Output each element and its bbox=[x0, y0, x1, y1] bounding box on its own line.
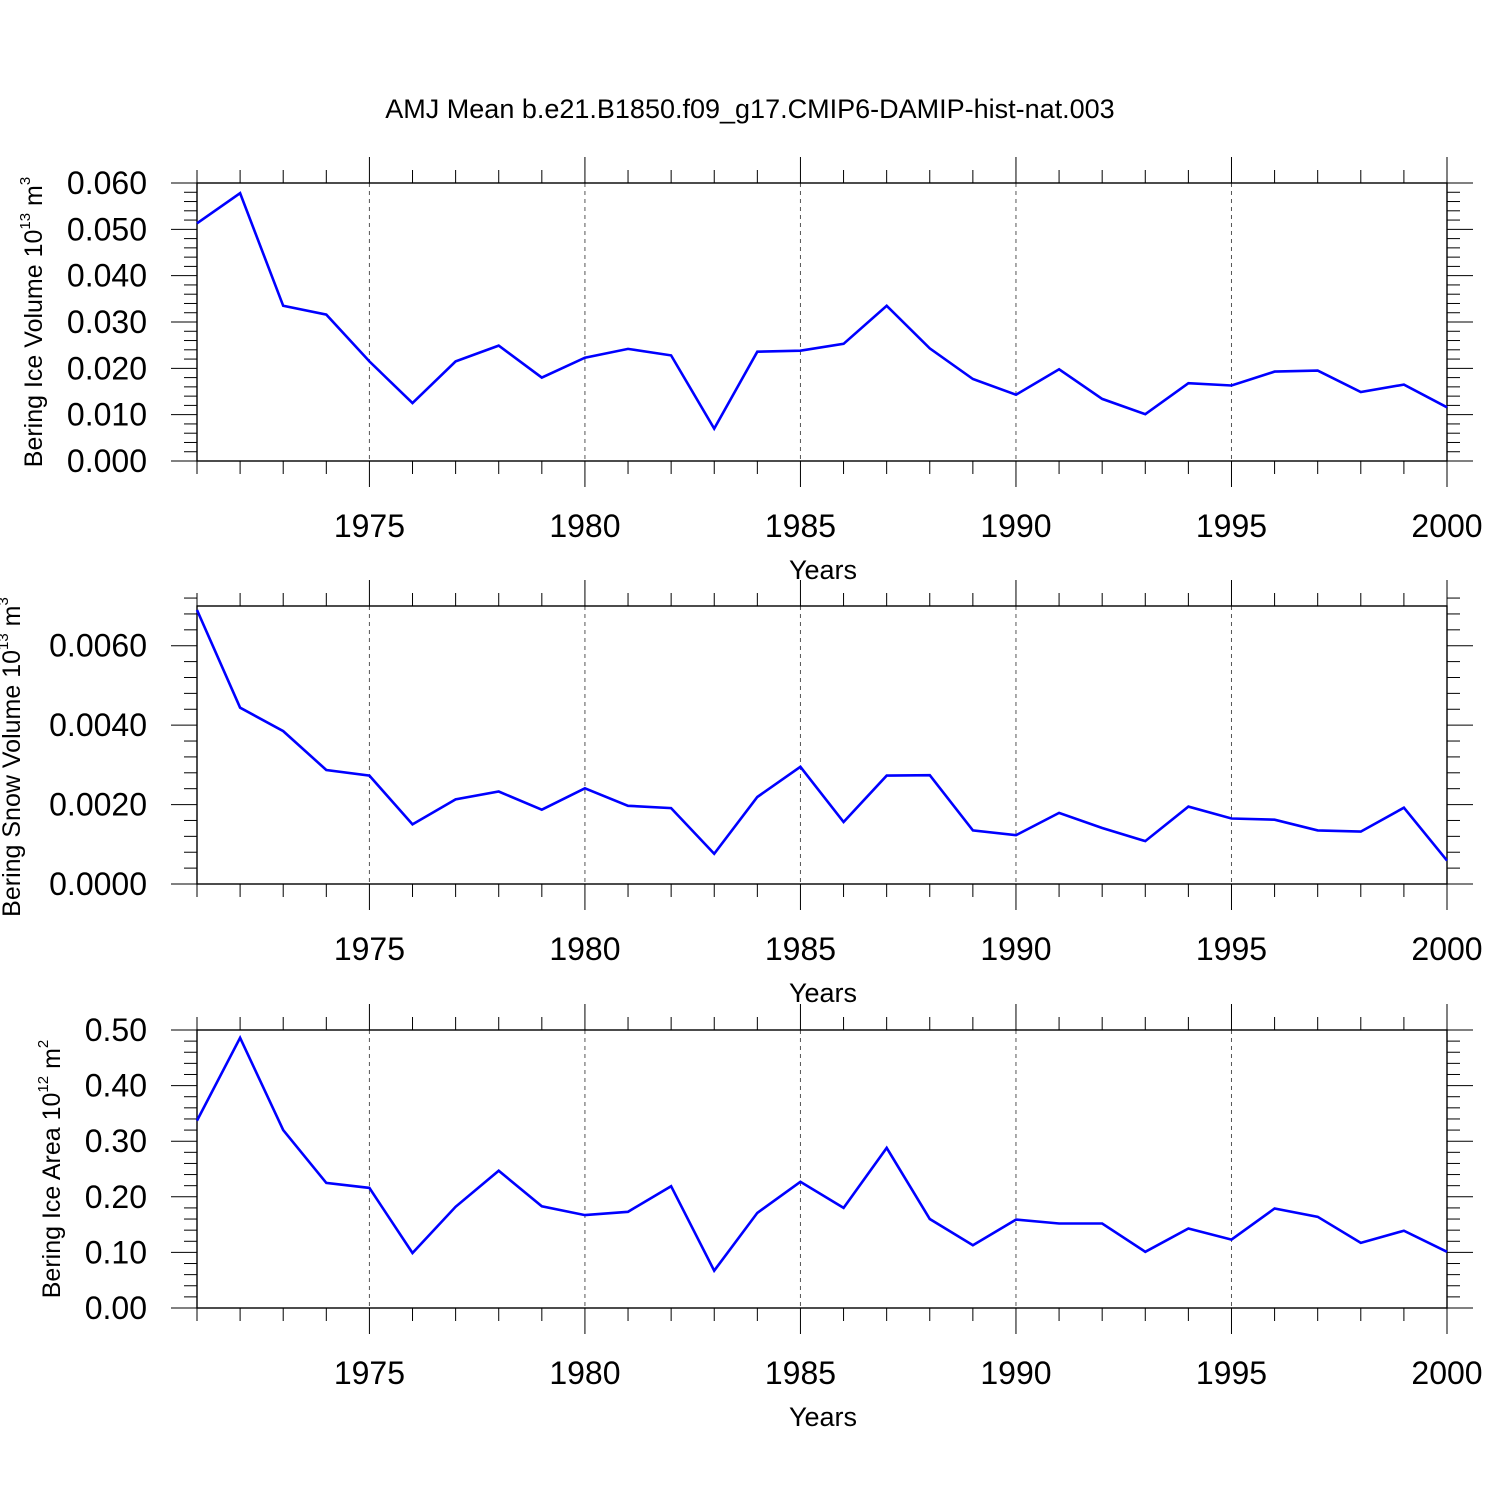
y-tick-label: 0.10 bbox=[85, 1234, 147, 1270]
y-axis-label-main: Bering Ice Area 10 bbox=[38, 1093, 66, 1299]
x-tick-label: 1995 bbox=[1196, 508, 1267, 544]
x-tick-label: 1990 bbox=[980, 508, 1051, 544]
y-axis-label-exponent: 13 bbox=[17, 213, 34, 230]
y-tick-label: 0.0060 bbox=[49, 628, 147, 664]
panel-1: 0.000 0.010 0.020 0.030 0.040 0.050 0.060 1975 1… bbox=[17, 157, 1483, 585]
x-tick-label: 1980 bbox=[549, 931, 620, 967]
x-tick-label: 1995 bbox=[1196, 1355, 1267, 1391]
y-axis-label-unit-exponent: 3 bbox=[17, 177, 34, 185]
y-axis-label-exponent: 12 bbox=[35, 1076, 52, 1093]
x-tick-label: 2000 bbox=[1411, 931, 1482, 967]
y-tick-label: 0.0000 bbox=[49, 866, 147, 902]
y-axis-label-unit: m bbox=[0, 606, 26, 634]
y-axis-label: Bering Snow Volume 1013 m3 bbox=[0, 597, 26, 917]
y-tick-label: 0.50 bbox=[85, 1012, 147, 1048]
y-tick-label: 0.050 bbox=[67, 211, 147, 247]
y-tick-label: 0.40 bbox=[85, 1068, 147, 1104]
plot-frame bbox=[196, 605, 1448, 885]
y-tick-label: 0.00 bbox=[85, 1290, 147, 1326]
plot-frame bbox=[196, 182, 1448, 462]
x-tick-label: 2000 bbox=[1411, 508, 1482, 544]
y-axis-label-exponent: 13 bbox=[0, 633, 12, 650]
y-tick-label: 0.0020 bbox=[49, 787, 147, 823]
x-tick-label: 1980 bbox=[549, 1355, 620, 1391]
x-tick-label: 1975 bbox=[334, 508, 405, 544]
chart-title: AMJ Mean b.e21.B1850.f09_g17.CMIP6-DAMIP… bbox=[385, 94, 1114, 124]
x-axis-label: Years bbox=[789, 978, 857, 1008]
y-tick-label: 0.030 bbox=[67, 304, 147, 340]
y-axis-label-unit: m bbox=[20, 185, 48, 213]
x-tick-label: 2000 bbox=[1411, 1355, 1482, 1391]
x-tick-label: 1990 bbox=[980, 1355, 1051, 1391]
series-line bbox=[195, 609, 1449, 862]
x-tick-label: 1985 bbox=[765, 931, 836, 967]
series-line bbox=[195, 1034, 1448, 1274]
x-axis-label: Years bbox=[789, 555, 857, 585]
x-tick-label: 1985 bbox=[765, 508, 836, 544]
y-tick-label: 0.000 bbox=[67, 443, 147, 479]
y-axis-label-main: Bering Snow Volume 10 bbox=[0, 650, 26, 917]
y-tick-label: 0.040 bbox=[67, 258, 147, 294]
x-axis-label: Years bbox=[789, 1402, 857, 1432]
x-tick-label: 1975 bbox=[334, 931, 405, 967]
panel-3: 0.00 0.10 0.20 0.30 0.40 0.50 1975 1980 1985 1990… bbox=[35, 1004, 1483, 1432]
y-tick-label: 0.020 bbox=[67, 350, 147, 386]
y-axis-label: Bering Ice Area 1012 m2 bbox=[35, 1040, 66, 1299]
y-tick-label: 0.30 bbox=[85, 1123, 147, 1159]
x-tick-label: 1985 bbox=[765, 1355, 836, 1391]
plot-frame bbox=[196, 1029, 1448, 1309]
chart-panels: 0.000 0.010 0.020 0.030 0.040 0.050 0.060 1975 1… bbox=[0, 157, 1483, 1432]
y-tick-label: 0.060 bbox=[67, 165, 147, 201]
y-tick-label: 0.010 bbox=[67, 397, 147, 433]
y-axis-label-unit-exponent: 2 bbox=[35, 1040, 52, 1048]
y-axis-label-unit: m bbox=[38, 1048, 66, 1076]
x-tick-label: 1980 bbox=[549, 508, 620, 544]
x-tick-label: 1995 bbox=[1196, 931, 1267, 967]
y-tick-label: 0.20 bbox=[85, 1179, 147, 1215]
y-axis-label-main: Bering Ice Volume 10 bbox=[20, 230, 48, 468]
series-line bbox=[196, 191, 1448, 432]
x-tick-label: 1990 bbox=[980, 931, 1051, 967]
x-tick-label: 1975 bbox=[334, 1355, 405, 1391]
panel-2: 0.0000 0.0020 0.0040 0.0060 1975 1980 1985 1990… bbox=[0, 580, 1483, 1008]
y-axis-label-unit-exponent: 3 bbox=[0, 597, 12, 605]
y-axis-label: Bering Ice Volume 1013 m3 bbox=[17, 177, 48, 467]
y-tick-label: 0.0040 bbox=[49, 707, 147, 743]
